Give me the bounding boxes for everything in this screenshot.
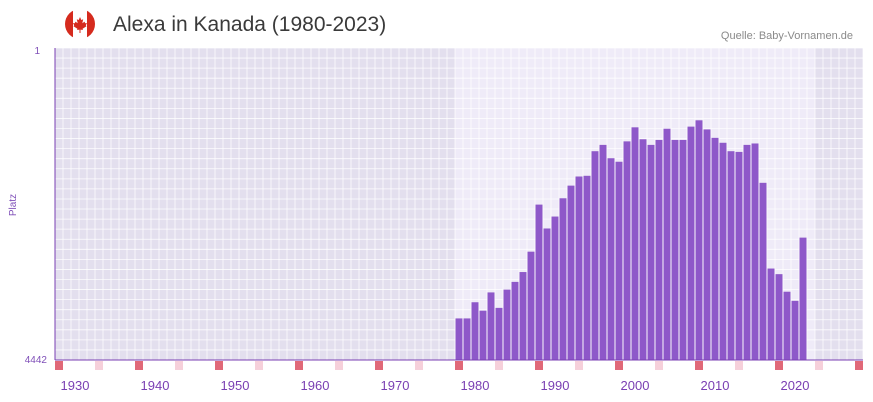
decade-marker xyxy=(135,361,143,370)
x-tick-label: 2020 xyxy=(781,378,810,393)
bar xyxy=(791,300,799,360)
bar xyxy=(751,143,759,360)
bar xyxy=(743,144,751,360)
bar xyxy=(623,141,631,360)
bar xyxy=(535,204,543,360)
year-marker-strip xyxy=(55,361,863,370)
bar xyxy=(591,151,599,360)
bar xyxy=(503,289,511,360)
bar xyxy=(551,216,559,360)
decade-marker xyxy=(375,361,383,370)
bar-series xyxy=(455,120,807,361)
bar xyxy=(511,281,519,360)
decade-marker xyxy=(695,361,703,370)
bar xyxy=(783,291,791,360)
bar xyxy=(799,237,807,360)
halfdecade-marker xyxy=(175,361,183,370)
bar xyxy=(775,274,783,360)
y-axis-label: Platz xyxy=(8,194,19,216)
bar xyxy=(527,251,535,360)
bar xyxy=(663,128,671,360)
y-tick-top: 1 xyxy=(34,46,40,57)
y-tick-bottom: 4442 xyxy=(25,355,48,366)
canada-flag-icon xyxy=(65,9,95,39)
bar xyxy=(639,139,647,360)
bar xyxy=(679,139,687,360)
x-tick-label: 1990 xyxy=(541,378,570,393)
bar xyxy=(479,310,487,360)
decade-marker xyxy=(295,361,303,370)
bar xyxy=(495,307,503,360)
bar xyxy=(471,302,479,360)
halfdecade-marker xyxy=(95,361,103,370)
bar xyxy=(655,139,663,360)
halfdecade-marker xyxy=(655,361,663,370)
bar xyxy=(695,120,703,360)
x-tick-label: 2010 xyxy=(701,378,730,393)
bar xyxy=(567,185,575,360)
bar xyxy=(543,228,551,360)
bar xyxy=(583,175,591,360)
bar xyxy=(647,144,655,360)
bar xyxy=(599,144,607,360)
bar xyxy=(703,129,711,360)
bar xyxy=(487,292,495,360)
halfdecade-marker xyxy=(415,361,423,370)
decade-marker xyxy=(535,361,543,370)
bar xyxy=(727,151,735,360)
x-tick-label: 2000 xyxy=(621,378,650,393)
bar xyxy=(711,137,719,360)
bar xyxy=(559,198,567,360)
bar xyxy=(575,176,583,360)
x-tick-label: 1980 xyxy=(461,378,490,393)
bar xyxy=(463,318,471,360)
bar xyxy=(735,151,743,360)
decade-marker xyxy=(55,361,63,370)
bar xyxy=(455,318,463,360)
bar xyxy=(631,127,639,361)
bar xyxy=(687,126,695,361)
halfdecade-marker xyxy=(735,361,743,370)
x-tick-label: 1960 xyxy=(301,378,330,393)
bar xyxy=(607,158,615,360)
chart-title: Alexa in Kanada (1980-2023) xyxy=(113,13,387,36)
bar xyxy=(519,272,527,360)
x-axis-ticks: 1930 1940 1950 1960 1970 1980 1990 2000 2010 2020 xyxy=(61,378,810,393)
halfdecade-marker xyxy=(815,361,823,370)
source-credit: Quelle: Baby-Vornamen.de xyxy=(720,30,853,42)
x-tick-label: 1950 xyxy=(221,378,250,393)
halfdecade-marker xyxy=(575,361,583,370)
decade-marker xyxy=(855,361,863,370)
halfdecade-marker xyxy=(255,361,263,370)
decade-marker xyxy=(455,361,463,370)
x-tick-label: 1940 xyxy=(141,378,170,393)
decade-marker xyxy=(215,361,223,370)
chart-axes xyxy=(54,48,863,361)
bar xyxy=(615,161,623,360)
decade-marker xyxy=(775,361,783,370)
x-tick-label: 1930 xyxy=(61,378,90,393)
halfdecade-marker xyxy=(335,361,343,370)
bar xyxy=(719,142,727,360)
decade-marker xyxy=(615,361,623,370)
x-tick-label: 1970 xyxy=(381,378,410,393)
bar xyxy=(759,182,767,360)
halfdecade-marker xyxy=(495,361,503,370)
bar xyxy=(767,268,775,360)
bar xyxy=(671,139,679,360)
